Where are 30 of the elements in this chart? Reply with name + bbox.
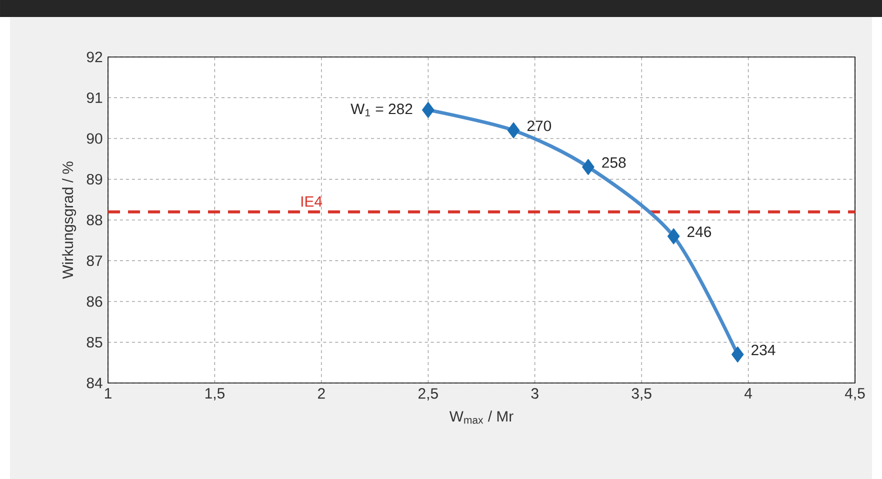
- y-tick-label: 90: [86, 133, 102, 144]
- x-tick-label: 4: [744, 388, 752, 398]
- x-tick-label: 1,5: [205, 388, 224, 400]
- annotation: 246: [688, 226, 712, 238]
- y-tick-label: 89: [86, 174, 102, 185]
- y-tick-label: 88: [86, 214, 102, 226]
- annotation: 270: [527, 120, 552, 132]
- point: [507, 122, 520, 139]
- x-tick-label: 3: [531, 388, 538, 399]
- point: [667, 228, 680, 245]
- y-tick-label: 85: [86, 336, 102, 348]
- y-tick-label: 92: [86, 52, 102, 62]
- x-tick-label: 1: [104, 388, 112, 398]
- y-tick-label: 84: [86, 378, 102, 388]
- y-tick-label: 91: [86, 92, 102, 104]
- annotation: 258: [602, 157, 626, 168]
- y-axis-title: Wirkungsgrad / %: [62, 162, 76, 279]
- x-tick-label: 2: [318, 388, 325, 399]
- x-tick-label: 2,5: [418, 388, 438, 401]
- y-tick-label: 87: [86, 255, 102, 266]
- annotation: 234: [752, 344, 776, 356]
- annotation: W$_{1}$ = 282: [350, 104, 412, 116]
- y-tick-label: 86: [86, 296, 102, 307]
- x-axis-title: W$_{max}$ / Mr: [449, 410, 514, 424]
- x-tick-label: 3,5: [632, 388, 652, 401]
- x-tick-label: 4,5: [844, 388, 865, 400]
- ref-line-label: IE4: [301, 196, 322, 207]
- point: [582, 158, 594, 176]
- point: [731, 346, 744, 363]
- point: [422, 102, 434, 118]
